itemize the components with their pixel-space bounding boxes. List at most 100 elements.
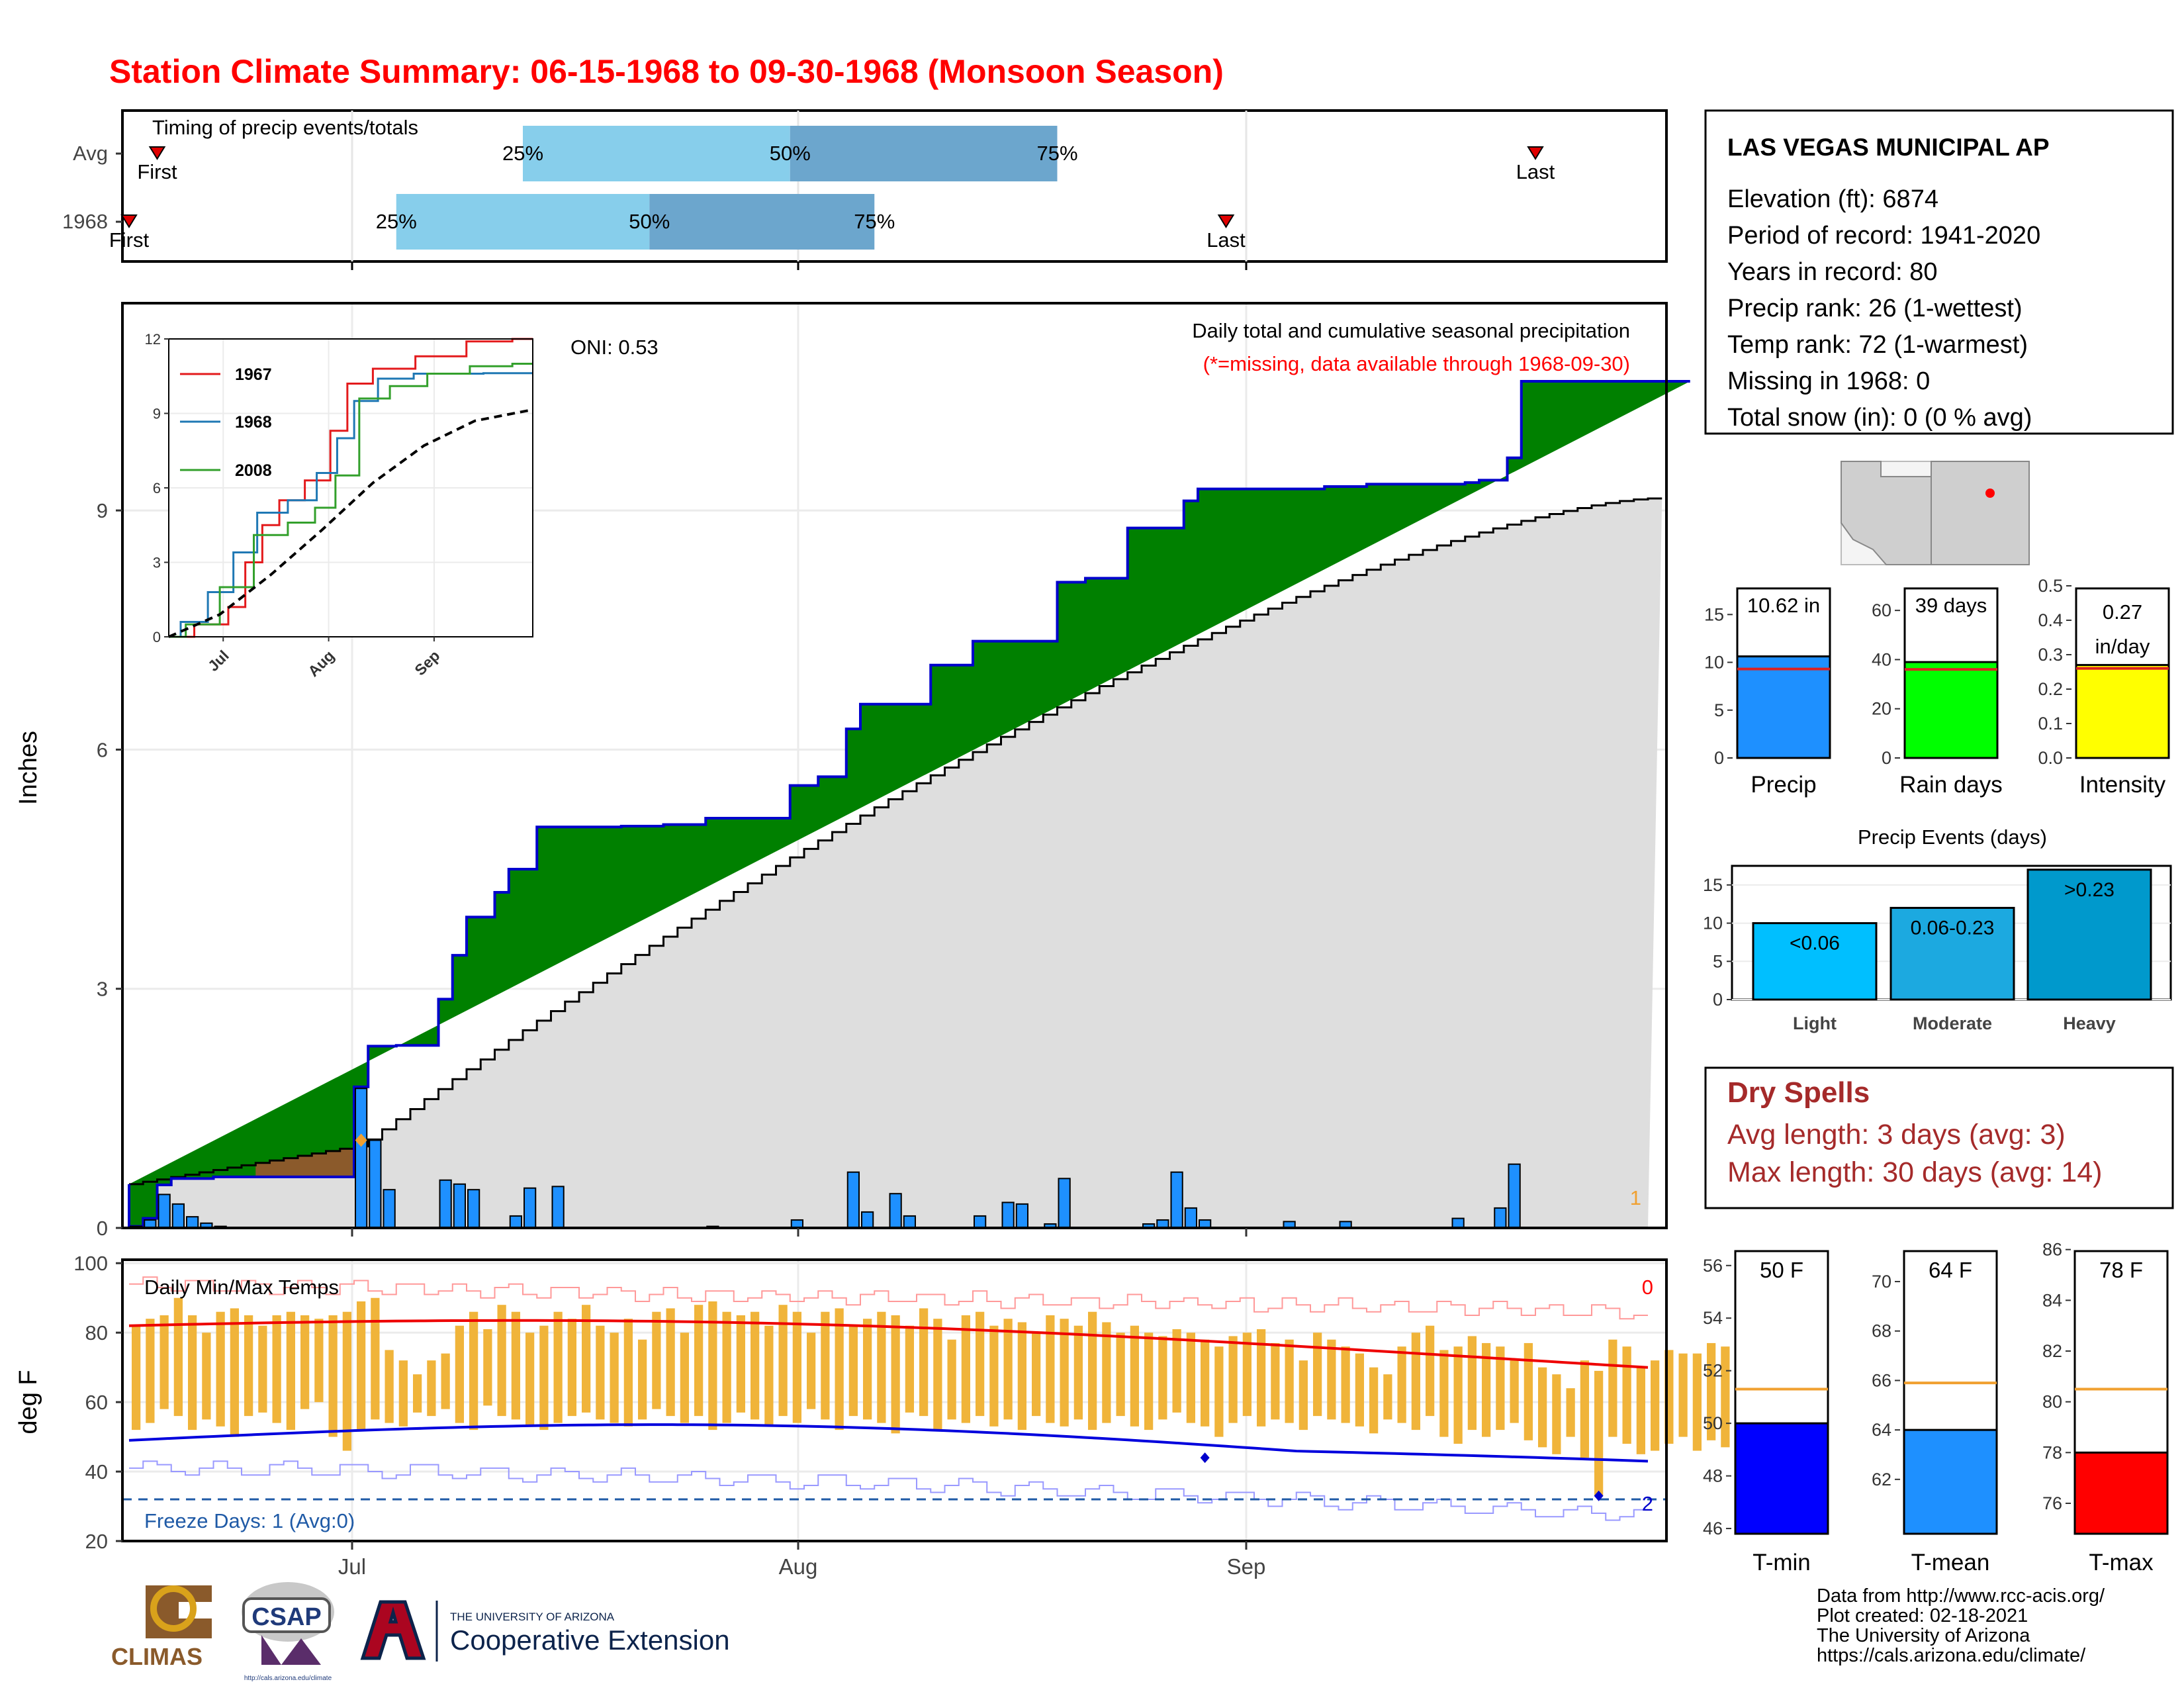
daily-temp-bar	[1636, 1367, 1645, 1454]
daily-temp-bar	[708, 1301, 717, 1430]
timing-bar-25-50	[523, 126, 790, 181]
inset-legend-label: 1968	[235, 413, 272, 432]
daily-precip-bar	[1494, 1207, 1507, 1229]
daily-temp-bar	[1510, 1360, 1519, 1423]
daily-temp-bar	[244, 1315, 253, 1417]
inset-legend-label: 2008	[235, 461, 272, 480]
timing-last-marker	[1527, 146, 1544, 160]
daily-temp-bar	[1594, 1370, 1604, 1496]
timing-first-label: First	[137, 160, 177, 183]
daily-temp-bar	[1116, 1333, 1125, 1417]
daily-temp-bar	[1172, 1329, 1181, 1413]
precip-axis-label: Precip	[1751, 772, 1816, 798]
temp-top-count: 0	[1642, 1276, 1653, 1299]
precip-panel: 0 3 6 9 Inches Daily total and cumulative s…	[15, 302, 1690, 1240]
daily-temp-bar	[1608, 1339, 1617, 1437]
ua-logo: THE UNIVERSITY OF ARIZONA Cooperative Ex…	[360, 1600, 730, 1662]
daily-temp-bar	[427, 1360, 436, 1417]
inset-series-1968	[169, 372, 533, 638]
daily-precip-bar	[467, 1189, 480, 1229]
daily-temp-bar	[961, 1315, 970, 1423]
daily-temp-bar	[976, 1311, 985, 1417]
precip-events-tick-label: 5	[1713, 951, 1723, 971]
daily-temp-bar	[1355, 1353, 1364, 1427]
daily-precip-bar	[523, 1187, 537, 1229]
timing-p25-label: 25%	[376, 210, 417, 233]
timing-p75-label: 75%	[1036, 142, 1077, 165]
daily-precip-bar	[551, 1186, 565, 1229]
daily-temp-bar	[1032, 1333, 1041, 1417]
rain-days-tick-label: 60	[1872, 600, 1891, 620]
daily-precip-bar	[903, 1215, 916, 1229]
timing-first-label: First	[109, 228, 150, 252]
inset-y-tick-label: 6	[153, 480, 161, 496]
temp-y-label: deg F	[15, 1370, 42, 1434]
daily-temp-bar	[933, 1319, 942, 1430]
daily-temp-bar	[1242, 1333, 1251, 1417]
daily-temp-bar	[1580, 1360, 1589, 1458]
daily-temp-bar	[1298, 1360, 1308, 1430]
daily-temp-bar	[469, 1311, 478, 1430]
daily-temp-bar	[1482, 1342, 1491, 1437]
intensity-tick-label: 0.0	[2038, 748, 2063, 768]
daily-temp-bar	[1411, 1333, 1420, 1430]
tmean-bar	[1903, 1429, 1998, 1535]
daily-temp-bar	[736, 1315, 745, 1413]
precip-events-tick-label: 0	[1713, 990, 1723, 1009]
station-snow: Total snow (in): 0 (0 % avg)	[1727, 404, 2032, 432]
tmin-tick-label: 52	[1703, 1361, 1723, 1381]
daily-precip-bar	[861, 1211, 874, 1229]
intensity-tick-label: 0.4	[2038, 610, 2063, 630]
precip-events-bar	[2026, 868, 2152, 1001]
daily-temp-bar	[835, 1308, 844, 1430]
precip-events-tick-label: 10	[1703, 914, 1723, 933]
daily-temp-bar	[230, 1308, 239, 1437]
daily-temp-bar	[1453, 1346, 1463, 1444]
daily-precip-bar	[974, 1215, 987, 1229]
daily-temp-bar	[483, 1329, 492, 1406]
daily-temp-bar	[1383, 1374, 1392, 1420]
climas-logo-text: CLIMAS	[111, 1643, 203, 1670]
precip-y-tick-label: 3	[97, 978, 108, 1001]
timing-last-label: Last	[1516, 160, 1555, 183]
credits: Data from http://www.rcc-acis.org/ Plot …	[1817, 1585, 2105, 1666]
precip-events-chart: Precip Events (days) 0 5 10 15 <0.06 Light 0.0…	[1703, 825, 2172, 1033]
daily-precip-bar	[509, 1215, 522, 1229]
daily-temp-bar	[1228, 1336, 1238, 1423]
tmin-axis-label: T-min	[1752, 1550, 1811, 1575]
inset-y-tick-label: 3	[153, 555, 161, 571]
intensity-value-label: 0.27	[2103, 600, 2142, 624]
daily-temp-bar	[821, 1311, 830, 1420]
timing-title: Timing of precip events/totals	[152, 116, 418, 139]
daily-precip-bar	[186, 1216, 199, 1229]
daily-temp-bar	[623, 1319, 633, 1427]
timing-first-marker	[148, 146, 166, 160]
daily-temp-bar	[1678, 1353, 1688, 1437]
station-temp-rank: Temp rank: 72 (1-warmest)	[1727, 331, 2028, 359]
daily-temp-bar	[666, 1308, 675, 1417]
station-precip-rank: Precip rank: 26 (1-wettest)	[1727, 295, 2023, 322]
temp-y-tick-label: 60	[85, 1391, 108, 1414]
daily-temp-bar	[1144, 1333, 1154, 1430]
credit-data-source: Data from http://www.rcc-acis.org/	[1817, 1585, 2105, 1607]
daily-temp-bar	[159, 1315, 169, 1409]
temp-title: Daily Min/Max Temps	[144, 1276, 339, 1299]
average-max-line	[128, 1319, 1649, 1369]
cumulative-surplus-area	[129, 381, 1690, 1227]
temp-y-tick-label: 80	[85, 1321, 108, 1344]
inset-series-1967	[169, 338, 533, 638]
daily-temp-bar	[792, 1311, 801, 1423]
credit-plot-created: Plot created: 02-18-2021	[1817, 1605, 2028, 1626]
tmean-tick-label: 68	[1872, 1321, 1891, 1341]
intensity-tick-label: 0.3	[2038, 645, 2063, 665]
inset-average-line	[168, 408, 533, 638]
max-day-marker	[355, 1133, 367, 1147]
precip-y-tick-label: 6	[97, 738, 108, 761]
daily-temp-bar	[1496, 1346, 1505, 1430]
daily-precip-bar	[439, 1179, 452, 1229]
station-period: Period of record: 1941-2020	[1727, 222, 2040, 250]
temp-summary-bars: 46 48 50 52 54 56 50 F T-min 62 64 66 68 70 64 F T-mea…	[1703, 1240, 2169, 1575]
tmax-tick-label: 80	[2042, 1392, 2062, 1412]
daily-temp-bar	[286, 1311, 295, 1430]
